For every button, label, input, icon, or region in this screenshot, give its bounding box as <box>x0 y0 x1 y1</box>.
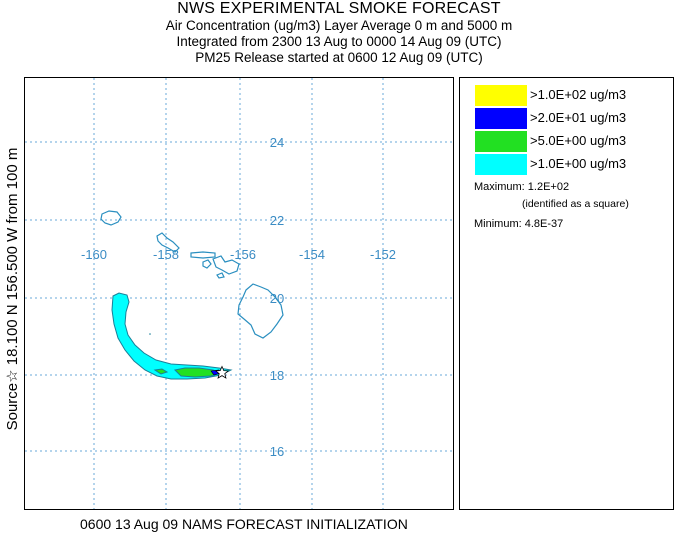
island-maui <box>212 255 240 275</box>
lat-label: 16 <box>270 444 284 459</box>
subtitle-concentration: Air Concentration (ug/m3) Layer Average … <box>165 18 513 33</box>
island-hawaii <box>237 283 284 339</box>
legend-swatch-green <box>475 131 527 152</box>
island-kauai <box>100 210 122 226</box>
title-block: NWS EXPERIMENTAL SMOKE FORECAST Air Conc… <box>0 0 678 66</box>
map-panel: -160 -158 -156 -154 -152 24 22 20 18 16 <box>24 77 454 510</box>
smoke-plume <box>111 292 233 380</box>
subtitle-integration: Integrated from 2300 13 Aug to 0000 14 A… <box>176 34 502 49</box>
lat-label: 18 <box>270 368 284 383</box>
source-star-icon <box>214 365 230 379</box>
lat-label: 22 <box>270 213 284 228</box>
legend-label: >5.0E+00 ug/m3 <box>530 133 627 148</box>
page-title: NWS EXPERIMENTAL SMOKE FORECAST <box>177 0 501 17</box>
source-location-label: Source☆ 18.100 N 156.500 W from 100 m <box>4 147 21 431</box>
map-canvas: -160 -158 -156 -154 -152 24 22 20 18 16 <box>25 78 453 509</box>
graticule <box>25 78 453 509</box>
maximum-value: Maximum: 1.2E+02 <box>474 181 570 193</box>
island-molokai <box>190 251 216 259</box>
legend-swatch-cyan <box>475 154 527 175</box>
lon-label: -156 <box>230 247 256 262</box>
legend-swatch-yellow <box>475 85 527 106</box>
maximum-note: (identified as a square) <box>522 198 629 210</box>
minimum-value: Minimum: 4.8E-37 <box>474 218 564 230</box>
legend-label: >1.0E+02 ug/m3 <box>530 87 627 102</box>
plume-cyan-contour <box>111 292 233 380</box>
lon-label: -158 <box>153 247 179 262</box>
lon-label: -154 <box>299 247 325 262</box>
island-lanai <box>202 259 212 269</box>
lon-label: -152 <box>370 247 396 262</box>
coastlines <box>100 210 284 339</box>
island-kahoolawe <box>216 272 225 279</box>
island-oahu <box>156 232 180 253</box>
legend-panel: >1.0E+02 ug/m3 >2.0E+01 ug/m3 >5.0E+00 u… <box>459 77 674 510</box>
footer-initialization: 0600 13 Aug 09 NAMS FORECAST INITIALIZAT… <box>80 516 408 532</box>
legend-label: >1.0E+00 ug/m3 <box>530 156 627 171</box>
legend-label: >2.0E+01 ug/m3 <box>530 110 627 125</box>
plume-green-patch <box>153 368 169 375</box>
subtitle-release: PM25 Release started at 0600 12 Aug 09 (… <box>195 50 483 65</box>
legend-swatch-blue <box>475 108 527 129</box>
lat-label: 24 <box>270 135 284 150</box>
lon-label: -160 <box>81 247 107 262</box>
fire-dot <box>149 333 151 335</box>
